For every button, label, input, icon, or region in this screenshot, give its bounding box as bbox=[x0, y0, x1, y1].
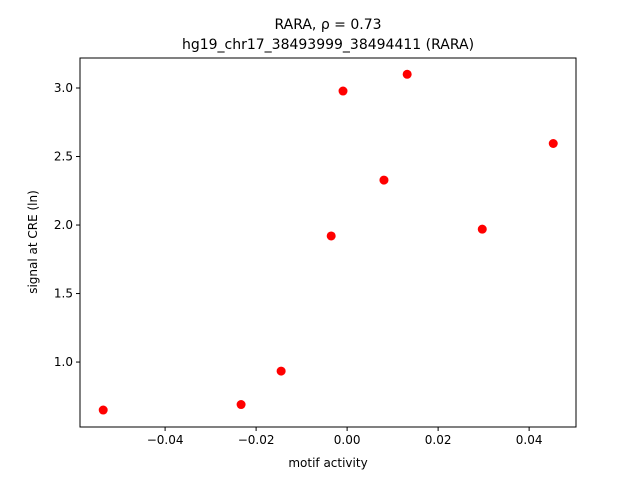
point bbox=[98, 405, 108, 415]
x-tick-label: 0.02 bbox=[425, 433, 452, 447]
point bbox=[338, 86, 348, 96]
point bbox=[379, 175, 389, 185]
y-tick-label: 3.0 bbox=[54, 81, 73, 95]
x-tick-label: −0.04 bbox=[147, 433, 184, 447]
y-tick-label: 1.0 bbox=[54, 355, 73, 369]
point bbox=[548, 139, 558, 149]
y-tick-label: 1.5 bbox=[54, 287, 73, 301]
x-tick-label: −0.02 bbox=[238, 433, 275, 447]
chart-title: RARA, ρ = 0.73 bbox=[274, 17, 381, 33]
chart-subtitle: hg19_chr17_38493999_38494411 (RARA) bbox=[182, 37, 474, 53]
point bbox=[477, 224, 487, 234]
y-tick-label: 2.0 bbox=[54, 218, 73, 232]
x-axis-label: motif activity bbox=[288, 456, 367, 470]
point bbox=[402, 69, 412, 79]
x-tick-label: 0.04 bbox=[516, 433, 543, 447]
plot-frame bbox=[79, 57, 577, 428]
point bbox=[276, 366, 286, 376]
point bbox=[236, 400, 246, 410]
y-axis-label: signal at CRE (ln) bbox=[26, 190, 40, 294]
x-tick-label: 0.00 bbox=[334, 433, 361, 447]
point bbox=[326, 231, 336, 241]
y-tick-label: 2.5 bbox=[54, 150, 73, 164]
